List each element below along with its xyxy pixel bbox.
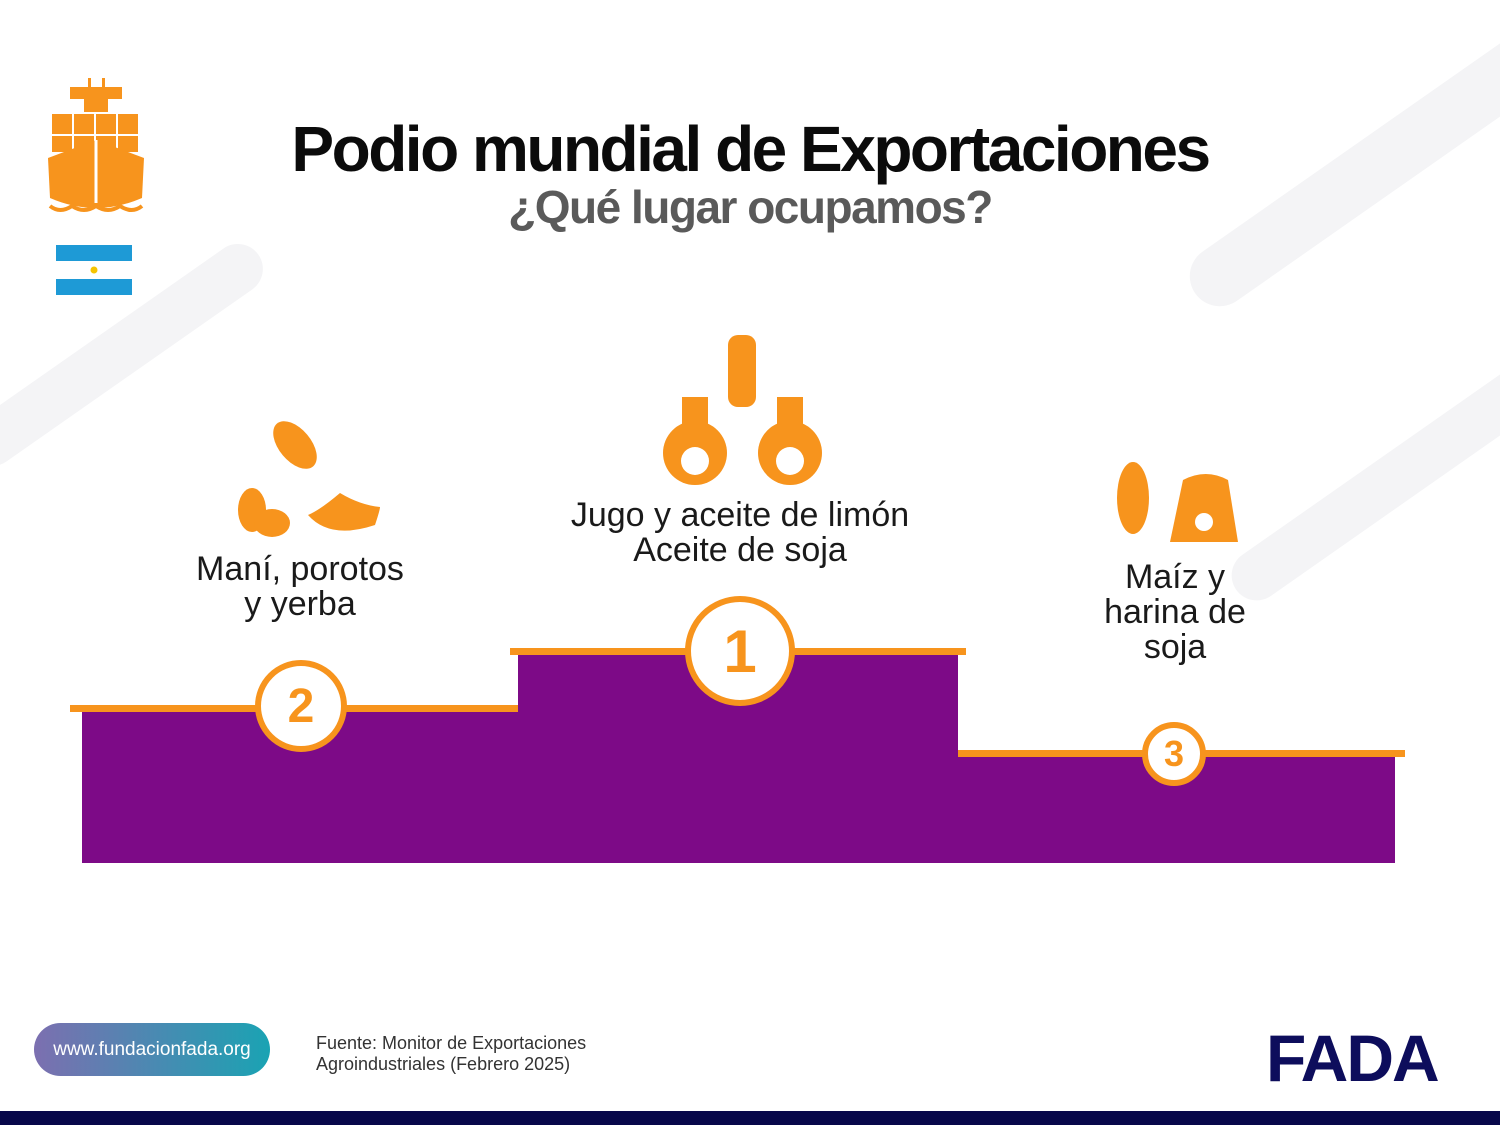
label-line: soja	[1143, 628, 1207, 666]
label-line: Maní, porotos	[196, 550, 404, 588]
label-line: y yerba	[244, 585, 356, 623]
argentina-flag-icon	[56, 245, 132, 295]
footer-bar	[0, 1111, 1500, 1125]
lemon-bottle-icon	[728, 335, 756, 407]
podium-1-label: Jugo y aceite de limón Aceite de soja	[520, 498, 960, 568]
page-subtitle: ¿Qué lugar ocupamos?	[508, 181, 993, 233]
rank-3-badge: 3	[1142, 722, 1206, 786]
source-line: Agroindustriales (Febrero 2025)	[316, 1054, 571, 1074]
page-title: Podio mundial de Exportaciones	[291, 113, 1211, 185]
source-note: Fuente: Monitor de Exportaciones Agroind…	[316, 1033, 586, 1075]
cargo-ship-icon	[48, 78, 144, 212]
label-line: Jugo y aceite de limón	[570, 496, 910, 534]
label-line: Maíz y	[1124, 558, 1226, 596]
peanut-icon	[273, 421, 317, 469]
corn-flour-icons	[1117, 462, 1238, 542]
rank-1-badge: 1	[685, 596, 795, 706]
flour-sack-icon	[1170, 474, 1238, 542]
source-line: Fuente: Monitor de Exportaciones	[316, 1033, 587, 1053]
peanut-bean-yerba-icons	[238, 421, 380, 537]
rank-2-badge: 2	[255, 660, 347, 752]
label-line: harina de	[1104, 593, 1246, 631]
corn-icon	[1117, 462, 1149, 534]
label-line: Aceite de soja	[633, 531, 847, 569]
lemon-oil-icons	[663, 335, 822, 485]
fada-logo: FADA	[1266, 1021, 1440, 1095]
podium-3-label: Maíz y harina de soja	[1050, 560, 1300, 665]
podium-2-label: Maní, porotos y yerba	[150, 552, 450, 622]
website-link[interactable]: www.fundacionfada.org	[34, 1023, 270, 1076]
yerba-leaf-icon	[308, 493, 380, 531]
